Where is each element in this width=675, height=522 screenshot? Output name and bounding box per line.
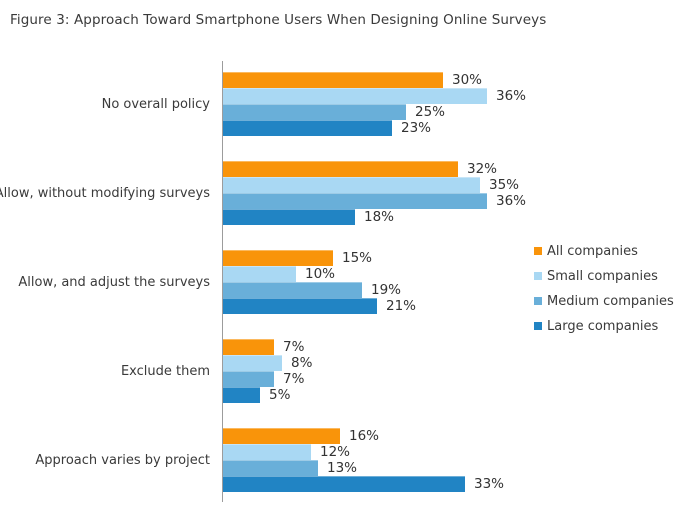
legend-label: Large companies <box>547 319 659 334</box>
value-label: 30% <box>452 72 483 88</box>
bar-row: 15% <box>223 250 416 266</box>
bar-all-companies <box>223 250 333 266</box>
category-label: Approach varies by project <box>35 452 210 468</box>
bar-row: 36% <box>223 88 526 104</box>
value-label: 25% <box>415 104 446 120</box>
bar-group: 16% 12% 13% 33% <box>223 428 504 492</box>
legend-label: Small companies <box>547 269 658 284</box>
value-label: 8% <box>291 355 313 371</box>
chart-title: Figure 3: Approach Toward Smartphone Use… <box>10 12 547 28</box>
bar-row: 8% <box>223 355 312 371</box>
bar-large-companies <box>223 120 392 136</box>
bar-medium-companies <box>223 282 362 298</box>
value-label: 13% <box>327 460 358 476</box>
bar-row: 25% <box>223 104 526 120</box>
legend-label: Medium companies <box>547 294 674 309</box>
bar-row: 36% <box>223 193 526 209</box>
bar-medium-companies <box>223 104 406 120</box>
legend: All companies Small companies Medium compa… <box>534 244 674 344</box>
bar-small-companies <box>223 266 296 282</box>
value-label: 18% <box>364 209 395 225</box>
category-label: Allow, without modifying surveys <box>0 185 210 201</box>
bar-all-companies <box>223 428 340 444</box>
value-label: 21% <box>386 298 417 314</box>
bar-medium-companies <box>223 460 318 476</box>
bar-all-companies <box>223 161 458 177</box>
legend-item: Small companies <box>534 269 674 294</box>
value-label: 5% <box>269 387 291 403</box>
bar-small-companies <box>223 177 480 193</box>
value-label: 10% <box>305 266 336 282</box>
value-label: 23% <box>401 120 432 136</box>
value-label: 16% <box>349 428 380 444</box>
value-label: 32% <box>467 161 498 177</box>
bar-all-companies <box>223 339 274 355</box>
bar-all-companies <box>223 72 443 88</box>
legend-label: All companies <box>547 244 638 259</box>
bar-row: 10% <box>223 266 416 282</box>
bar-row: 30% <box>223 72 526 88</box>
legend-item: Medium companies <box>534 294 674 319</box>
bar-large-companies <box>223 209 355 225</box>
bar-large-companies <box>223 387 260 403</box>
bar-row: 12% <box>223 444 504 460</box>
bar-small-companies <box>223 444 311 460</box>
value-label: 12% <box>320 444 351 460</box>
legend-item: Large companies <box>534 319 674 344</box>
legend-swatch <box>534 272 542 280</box>
value-label: 7% <box>283 339 305 355</box>
bar-group: 32% 35% 36% 18% <box>223 161 526 225</box>
legend-swatch <box>534 322 542 330</box>
value-label: 36% <box>496 88 527 104</box>
value-label: 19% <box>371 282 402 298</box>
bar-large-companies <box>223 298 377 314</box>
category-label: Exclude them <box>120 363 210 379</box>
bar-medium-companies <box>223 371 274 387</box>
bar-row: 35% <box>223 177 526 193</box>
bar-row: 5% <box>223 387 312 403</box>
bar-row: 32% <box>223 161 526 177</box>
bar-small-companies <box>223 355 282 371</box>
bar-large-companies <box>223 476 465 492</box>
y-axis-line <box>222 61 223 502</box>
category-label: No overall policy <box>101 96 210 112</box>
legend-swatch <box>534 297 542 305</box>
bar-row: 18% <box>223 209 526 225</box>
bar-medium-companies <box>223 193 487 209</box>
value-label: 35% <box>489 177 520 193</box>
legend-item: All companies <box>534 244 674 269</box>
bar-row: 7% <box>223 339 312 355</box>
value-label: 33% <box>474 476 505 492</box>
bar-group: 7% 8% 7% 5% <box>223 339 312 403</box>
bar-row: 23% <box>223 120 526 136</box>
bar-row: 16% <box>223 428 504 444</box>
bar-small-companies <box>223 88 487 104</box>
value-label: 15% <box>342 250 373 266</box>
bar-row: 33% <box>223 476 504 492</box>
bar-group: 15% 10% 19% 21% <box>223 250 416 314</box>
bar-row: 13% <box>223 460 504 476</box>
value-label: 7% <box>283 371 305 387</box>
bar-row: 7% <box>223 371 312 387</box>
legend-swatch <box>534 247 542 255</box>
category-label: Allow, and adjust the surveys <box>18 274 210 290</box>
bar-group: 30% 36% 25% 23% <box>223 72 526 136</box>
value-label: 36% <box>496 193 527 209</box>
bar-row: 19% <box>223 282 416 298</box>
bar-row: 21% <box>223 298 416 314</box>
